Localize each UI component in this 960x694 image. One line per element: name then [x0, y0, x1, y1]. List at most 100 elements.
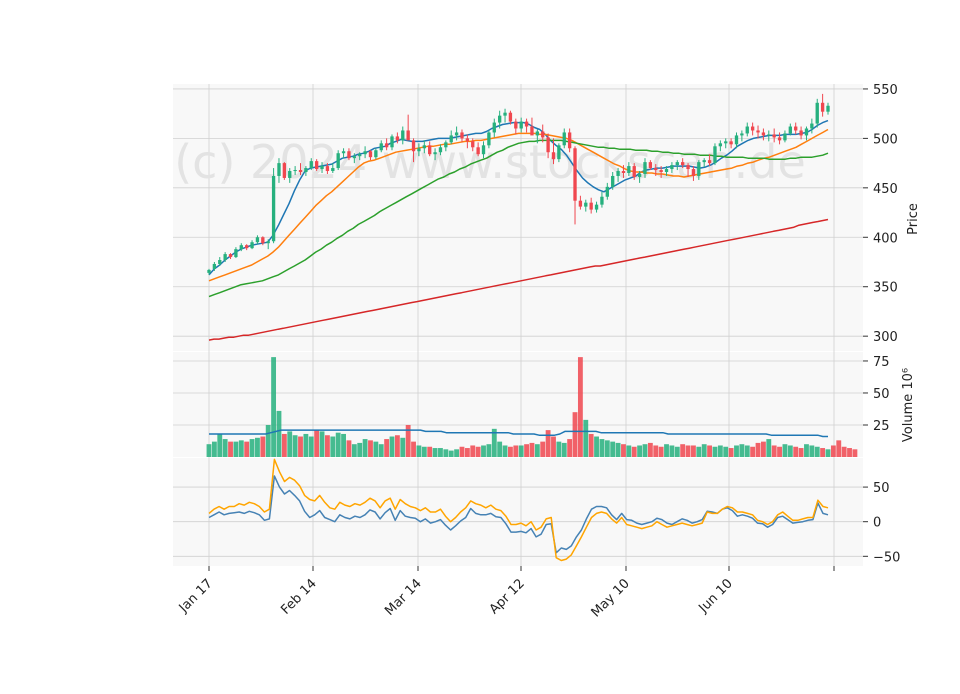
candle-body: [277, 163, 281, 176]
volume-bar: [335, 432, 341, 457]
candle-body: [320, 166, 324, 170]
volume-bar: [534, 444, 540, 457]
candle-body: [783, 133, 787, 141]
volume-bar: [760, 441, 766, 457]
candle-body: [406, 130, 410, 141]
ma_mid-line: [208, 128, 829, 282]
candle-body: [422, 145, 426, 149]
x-tick-label: Apr 12: [487, 576, 528, 617]
volume-bar: [438, 448, 443, 457]
candle-body: [390, 136, 394, 148]
ma_long-line: [208, 218, 829, 341]
volume-bar: [346, 440, 352, 457]
volume-bar: [744, 445, 750, 457]
volume-bar: [707, 445, 713, 457]
volume-bar: [626, 445, 632, 457]
volume-bar: [615, 442, 621, 457]
volume-bar: [631, 446, 637, 457]
volume-bar: [841, 446, 847, 457]
volume-bar: [228, 441, 233, 457]
volume-bar: [637, 445, 643, 457]
volume-bar: [653, 445, 659, 457]
y-tick-label: 400: [873, 231, 898, 246]
candle-body: [573, 148, 577, 201]
candle-body: [228, 254, 233, 258]
candle-body: [675, 162, 679, 166]
candle-body: [476, 147, 480, 155]
candle-body: [314, 161, 319, 170]
candle-body: [250, 242, 254, 249]
volume-bar: [330, 436, 336, 457]
candle-body: [637, 173, 642, 177]
candle-body: [341, 151, 346, 154]
candle-body: [734, 135, 739, 145]
volume-bar: [701, 444, 707, 457]
volume-bar: [847, 448, 852, 457]
candle-body: [331, 168, 335, 172]
candle-body: [401, 130, 405, 141]
volume-bar: [610, 441, 616, 457]
volume-bar: [486, 444, 492, 457]
volume-bar: [400, 437, 406, 457]
candle-body: [223, 254, 227, 261]
volume-bar: [588, 433, 594, 457]
chart-marks: [206, 93, 858, 562]
candle-body: [810, 123, 814, 129]
y-tick-label: 500: [873, 132, 898, 147]
volume-bar: [464, 448, 470, 457]
x-tick-label: Jan 17: [176, 576, 216, 616]
x-tick-label: Mar 14: [382, 576, 425, 619]
volume-bar: [712, 446, 718, 457]
x-tick-label: Jun 10: [696, 576, 736, 616]
candle-body: [584, 202, 588, 207]
candle-body: [697, 162, 701, 176]
volume-bar: [292, 435, 298, 457]
candle-body: [374, 150, 378, 158]
volume-bar: [448, 450, 454, 457]
volume-bar: [696, 446, 702, 457]
volume-bar: [658, 446, 664, 457]
volume-bar: [260, 436, 266, 457]
volume-bar: [734, 445, 739, 457]
volume-bar: [567, 439, 573, 457]
candle-body: [444, 142, 448, 148]
volume-bar: [723, 446, 729, 457]
candle-body: [218, 260, 222, 264]
volume-bar: [281, 433, 287, 457]
volume-bar: [647, 442, 653, 457]
candle-body: [761, 132, 766, 136]
volume-bar: [599, 439, 605, 457]
candle-body: [471, 141, 475, 148]
y-tick-label: 25: [873, 419, 890, 434]
volume-bar: [217, 433, 223, 457]
candle-body: [395, 136, 400, 141]
y-tick-label: −50: [873, 550, 900, 565]
volume-bar: [416, 445, 422, 457]
candle-body: [546, 137, 550, 153]
volume-bar: [475, 446, 481, 457]
candle-body: [417, 148, 421, 152]
volume-bar: [427, 446, 433, 457]
candle-body: [740, 133, 744, 136]
volume-bar: [249, 439, 255, 457]
volume-bar: [814, 446, 820, 457]
volume-bar: [561, 442, 567, 457]
candle-body: [433, 152, 437, 155]
candle-body: [702, 160, 706, 163]
candle-body: [503, 112, 507, 116]
candle-body: [724, 141, 728, 144]
candle-body: [707, 160, 712, 164]
candle-body: [368, 151, 373, 158]
volume-bar: [324, 435, 330, 457]
candle-body: [826, 105, 830, 112]
volume-bar: [341, 433, 346, 457]
volume-bar: [378, 444, 384, 457]
candle-body: [820, 102, 825, 112]
y-tick-label: 300: [873, 330, 898, 345]
volume-bar: [368, 440, 373, 457]
y-tick-label: 50: [873, 481, 890, 496]
volume-bar: [481, 445, 486, 457]
candle-body: [557, 145, 561, 160]
